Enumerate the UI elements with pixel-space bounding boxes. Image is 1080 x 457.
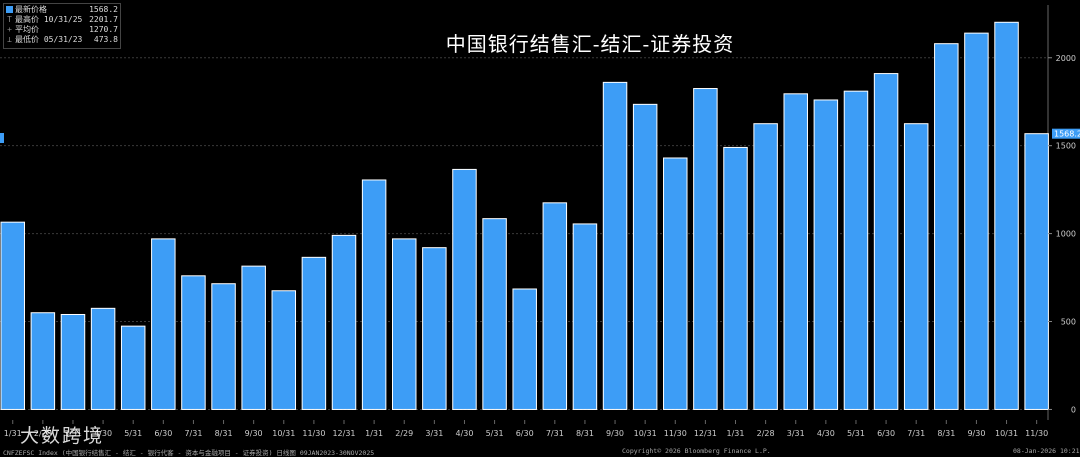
bar — [602, 81, 628, 410]
bar — [693, 88, 718, 410]
y-tick-label: 0 — [1071, 405, 1076, 414]
legend-last-label: 最新价格 — [15, 5, 47, 14]
x-tick-label: 9/30 — [967, 429, 985, 438]
legend-high-value: 2201.7 — [89, 15, 118, 24]
bar — [542, 202, 568, 410]
x-tick-label: 2/28 — [34, 429, 52, 438]
x-tick-label: 5/31 — [847, 429, 865, 438]
x-tick-label: 6/30 — [516, 429, 534, 438]
x-tick-label: 8/31 — [576, 429, 594, 438]
x-tick-label: 10/31 — [995, 429, 1018, 438]
watermark: 大数跨境 — [20, 425, 105, 447]
x-tick-label: 9/30 — [606, 429, 624, 438]
x-tick-label: 1/31 — [365, 429, 383, 438]
x-tick-label: 3/31 — [787, 429, 805, 438]
bar — [271, 290, 297, 410]
x-tick-label: 4/30 — [455, 429, 473, 438]
bar — [60, 313, 86, 410]
x-tick-label: 5/31 — [486, 429, 504, 438]
legend: 最新价格 1568.2 T 最高价 10/31/25 2201.7 + 平均价 1270.… — [3, 3, 121, 49]
bar — [632, 103, 658, 410]
bar — [331, 234, 357, 410]
bar — [663, 157, 688, 410]
last-value-marker: 1568.2 — [1052, 128, 1080, 139]
bar — [151, 238, 176, 410]
x-tick-label: 3/31 — [64, 429, 82, 438]
legend-low-label: 最低价 05/31/23 — [15, 35, 83, 44]
series-swatch — [6, 6, 13, 13]
y-tick-label: 2000 — [1056, 54, 1076, 63]
legend-avg-label: 平均价 — [15, 25, 39, 34]
x-tick-label: 9/30 — [245, 429, 263, 438]
bar — [813, 99, 839, 410]
x-tick-label: 8/31 — [215, 429, 233, 438]
x-tick-label: 8/31 — [937, 429, 955, 438]
bar — [301, 256, 327, 410]
left-axis-marker — [0, 133, 4, 143]
bar — [30, 312, 56, 410]
bar — [903, 123, 929, 410]
last-value-box — [1052, 128, 1080, 139]
bar — [241, 265, 266, 410]
y-tick-label: 1000 — [1056, 230, 1076, 239]
bar — [211, 283, 236, 410]
bars — [0, 21, 1049, 410]
y-tick-label: 1500 — [1056, 142, 1076, 151]
bar — [181, 275, 206, 410]
x-tick-label: 11/30 — [302, 429, 325, 438]
x-tick-label: 11/30 — [1025, 429, 1048, 438]
footer-source: CNFZEFSC Index (中国银行结售汇 - 结汇 - 银行代客 - 资本… — [3, 449, 375, 457]
footer-copyright: Copyright© 2026 Bloomberg Finance L.P. — [622, 447, 771, 455]
x-tick-label: 7/31 — [184, 429, 202, 438]
chart-title: 中国银行结售汇-结汇-证券投资 — [445, 32, 735, 56]
bar — [934, 43, 959, 410]
bar — [994, 21, 1019, 410]
y-axis-ticks: 0 500 1000 1500 2000 — [1048, 54, 1076, 414]
x-tick-label: 6/30 — [877, 429, 895, 438]
bar — [843, 90, 869, 410]
x-tick-label: 7/31 — [907, 429, 925, 438]
bar — [361, 179, 387, 410]
bar — [422, 247, 447, 410]
legend-high-label: 最高价 10/31/25 — [15, 15, 83, 24]
x-tick-label: 10/31 — [272, 429, 295, 438]
x-tick-label: 1/31 — [727, 429, 745, 438]
bar — [873, 73, 899, 410]
bar — [120, 325, 146, 410]
x-tick-label: 2/28 — [757, 429, 775, 438]
x-tick-label: 5/31 — [124, 429, 142, 438]
bar — [753, 123, 778, 410]
y-tick-label: 500 — [1061, 318, 1076, 327]
legend-last-value: 1568.2 — [89, 5, 118, 14]
x-tick-label: 1/31 — [4, 429, 22, 438]
bar — [90, 307, 116, 410]
x-tick-label: 6/30 — [154, 429, 172, 438]
legend-low-value: 473.8 — [93, 35, 118, 44]
x-tick-label: 3/31 — [425, 429, 443, 438]
bar — [391, 238, 417, 410]
x-tick-label: 4/30 — [94, 429, 112, 438]
bar — [512, 288, 537, 410]
x-tick-label: 7/31 — [546, 429, 564, 438]
bar — [452, 168, 477, 410]
x-tick-label: 10/31 — [634, 429, 657, 438]
footer-timestamp: 08-Jan-2026 10:21:5 — [1013, 447, 1080, 455]
bar — [783, 93, 808, 410]
bar — [723, 146, 748, 410]
legend-avg-value: 1270.7 — [89, 25, 118, 34]
x-tick-label: 11/30 — [664, 429, 687, 438]
bar — [482, 218, 507, 410]
bar — [964, 32, 989, 410]
x-tick-label: 12/31 — [332, 429, 355, 438]
x-axis-ticks: 1/31 2/28 3/31 4/30 5/31 6/30 7/31 8/31 9/30 10/3… — [4, 420, 1048, 438]
bar — [572, 223, 598, 410]
x-tick-label: 12/31 — [694, 429, 717, 438]
bar — [1024, 133, 1049, 410]
x-tick-label: 2/29 — [395, 429, 413, 438]
bar — [0, 221, 25, 410]
last-value-label: 1568.2 — [1054, 130, 1080, 139]
x-tick-label: 4/30 — [817, 429, 835, 438]
